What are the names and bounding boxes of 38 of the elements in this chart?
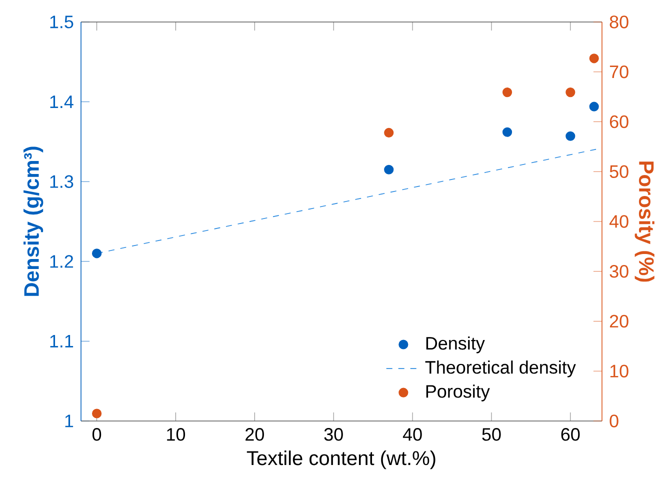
point	[566, 88, 576, 98]
legend-label: Theoretical density	[425, 360, 576, 378]
point	[566, 131, 576, 141]
y2-tick-label: 30	[610, 264, 628, 278]
y2-tick-label: 40	[609, 215, 628, 228]
y-tick-label: 1.1	[50, 334, 74, 348]
y-tick-label: 1	[65, 414, 74, 428]
y-tick-label: 1.4	[50, 96, 74, 108]
point	[502, 127, 512, 137]
legend-label: Porosity	[426, 384, 490, 402]
x-tick-label: 0	[92, 428, 102, 441]
y-axis-title: Density (g/cm³)	[24, 146, 44, 296]
point	[92, 408, 102, 418]
x-tick-label: 30	[324, 428, 343, 441]
x-tick-label: 50	[482, 428, 501, 441]
point	[384, 128, 394, 138]
x-tick-label: 10	[167, 428, 186, 441]
y2-tick-label: 10	[610, 364, 628, 378]
point	[384, 164, 394, 174]
point	[502, 88, 512, 98]
y2-tick-label: 50	[610, 165, 628, 178]
y2-tick-label: 0	[610, 414, 618, 428]
point	[589, 54, 599, 64]
x-axis-title: Textile content (wt.%)	[246, 450, 436, 470]
y-tick-label: 1.2	[50, 255, 74, 268]
y-tick-label: 1.5	[50, 16, 74, 28]
x-tick-label: 60	[561, 428, 580, 441]
y2-tick-label: 60	[610, 115, 628, 128]
y-tick-label: 1.3	[50, 175, 74, 188]
y2-axis-title: Porosity (%)	[634, 162, 654, 282]
legend-label: Density	[426, 336, 485, 354]
point	[92, 248, 102, 258]
y2-tick-label: 70	[610, 65, 628, 78]
x-tick-label: 20	[246, 428, 264, 441]
point	[589, 102, 599, 112]
y2-tick-label: 20	[610, 314, 628, 328]
x-tick-label: 40	[402, 428, 422, 441]
y2-tick-label: 80	[610, 16, 628, 28]
